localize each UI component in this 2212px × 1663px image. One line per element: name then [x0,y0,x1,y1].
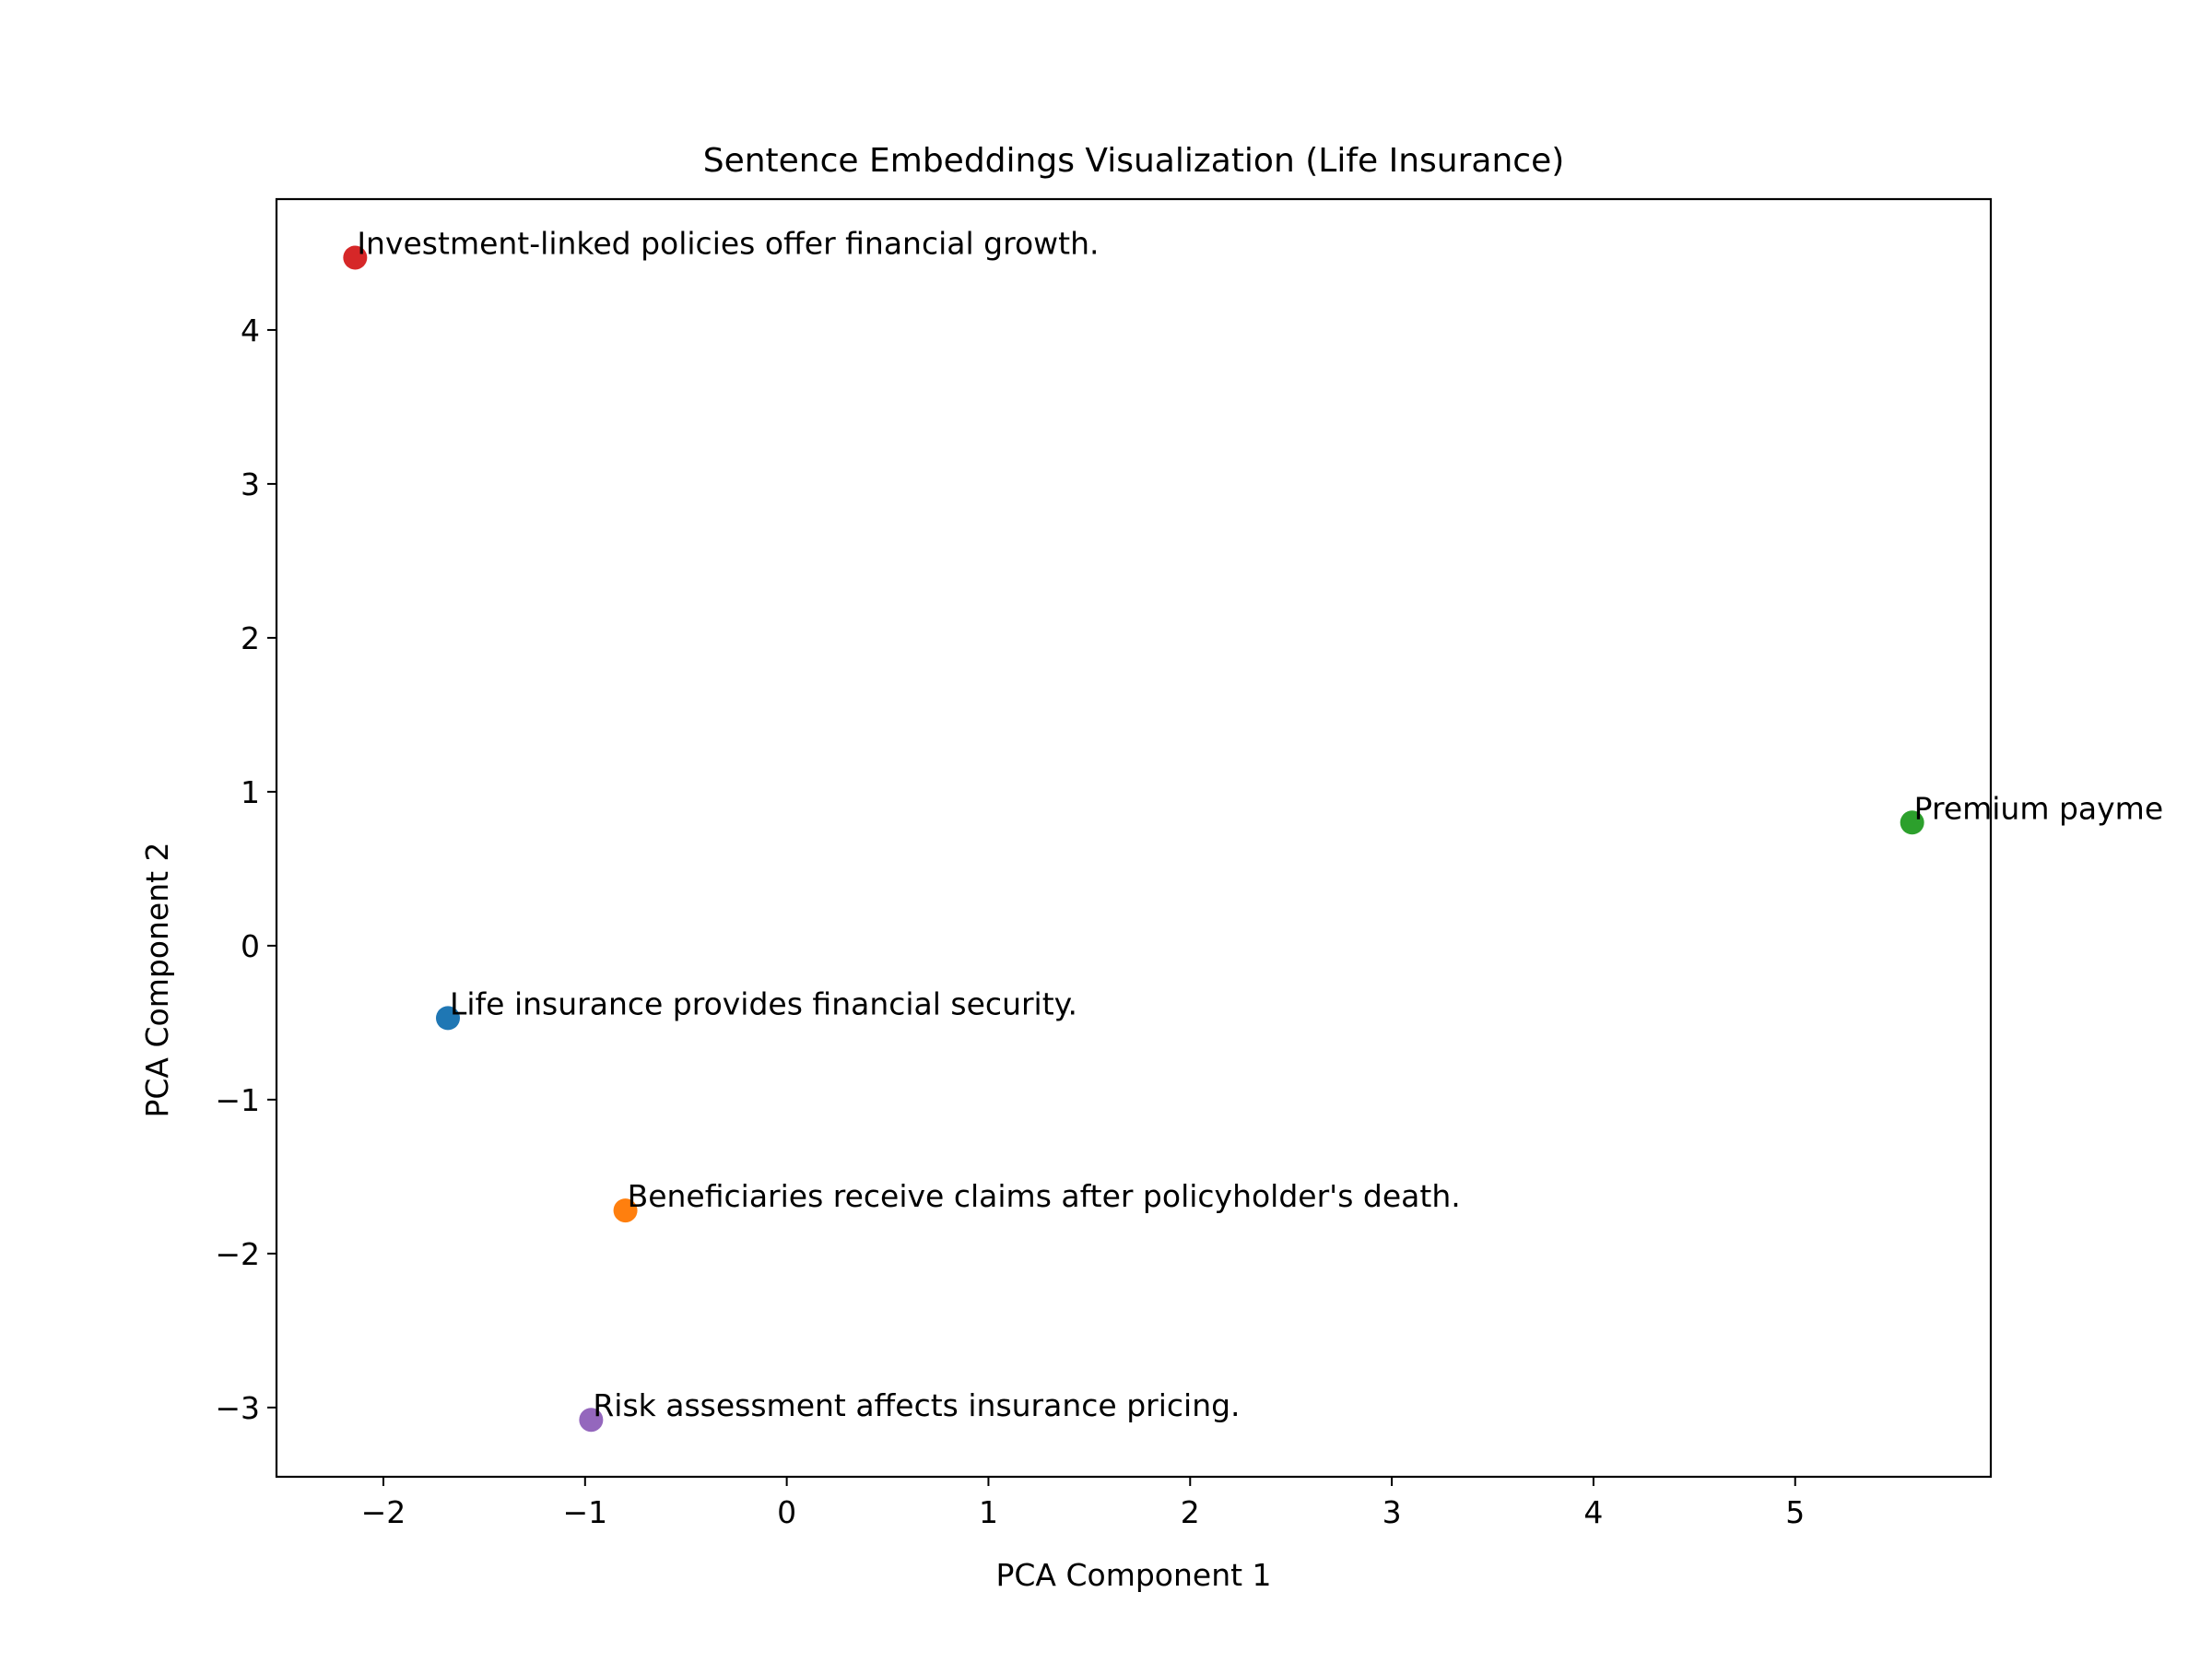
y-axis-label: PCA Component 2 [139,842,175,1117]
x-axis-label: PCA Component 1 [995,1557,1271,1593]
x-tick-label: 0 [777,1494,796,1530]
scatter-point [436,1006,460,1031]
x-tick-label: 5 [1785,1494,1805,1530]
point-label: Life insurance provides financial securi… [450,985,1077,1021]
y-tick-label: 3 [241,466,260,502]
point-label: Investment-linked policies offer financi… [357,225,1099,261]
x-tick-label: −2 [361,1494,406,1530]
x-tick-label: 4 [1583,1494,1603,1530]
axis-ticks: −2 −1 0 1 2 3 4 5 −3 −2 −1 0 1 2 3 4 [215,313,1805,1530]
point-label: Risk assessment affects insurance pricin… [593,1387,1240,1423]
x-tick-label: 2 [1181,1494,1200,1530]
x-tick-label: −1 [562,1494,607,1530]
y-tick-label: 2 [241,620,260,656]
y-tick-label: 4 [241,313,260,348]
y-tick-label: 1 [241,774,260,810]
scatter-point [1900,810,1924,835]
scatter-point [343,245,368,270]
y-tick-label: −2 [215,1236,260,1272]
point-label: Beneficiaries receive claims after polic… [628,1178,1461,1214]
scatter-point [613,1198,638,1223]
x-tick-label: 1 [979,1494,998,1530]
y-tick-label: 0 [241,928,260,964]
x-tick-label: 3 [1382,1494,1402,1530]
plot-frame [275,197,1993,1479]
point-labels: Life insurance provides financial securi… [357,225,2163,1423]
y-tick-label: −1 [215,1082,260,1118]
data-points [343,245,1924,1433]
y-tick-label: −3 [215,1390,260,1426]
chart-title: Sentence Embeddings Visualization (Life … [703,142,1565,180]
scatter-point [579,1408,604,1433]
point-label: Premium payme [1914,790,2163,826]
